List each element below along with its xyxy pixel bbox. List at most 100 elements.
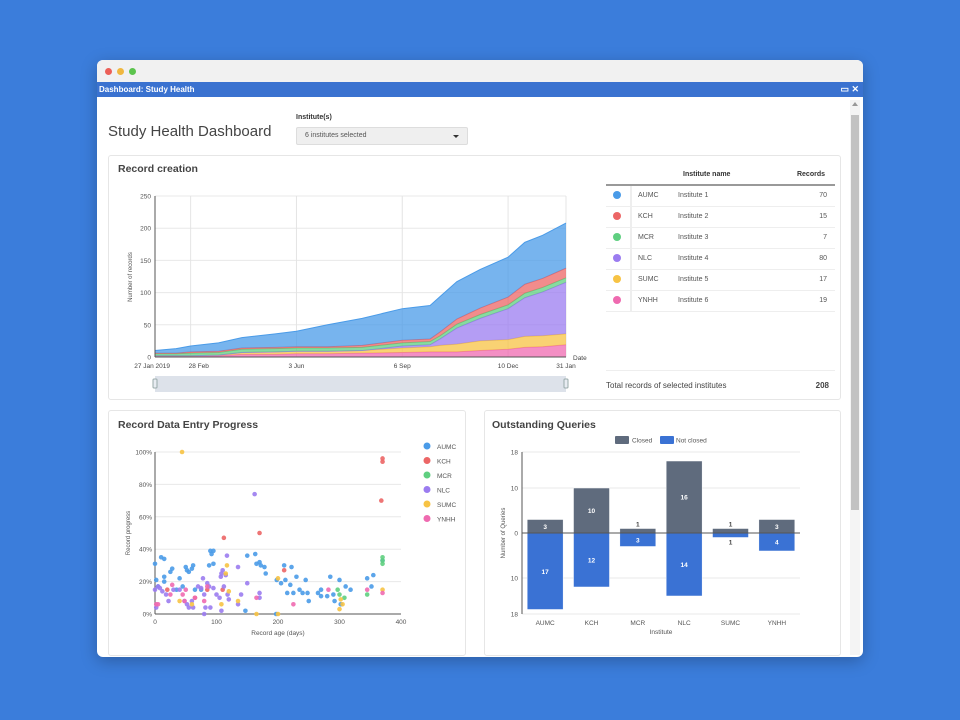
institute-select[interactable]: 6 institutes selected — [296, 127, 468, 145]
bar-not-closed — [712, 532, 749, 538]
data-point-aumc — [263, 571, 269, 576]
legend-marker — [423, 500, 431, 508]
x-tick-label: 0 — [153, 619, 157, 626]
data-point-nlc — [200, 576, 206, 581]
maximize-icon[interactable]: ▭ — [840, 84, 849, 94]
page-title: Study Health Dashboard — [108, 123, 272, 140]
data-point-mcr — [342, 595, 347, 601]
data-point-aumc — [284, 590, 290, 596]
data-point-aumc — [244, 553, 250, 558]
table-row[interactable]: NLC Institute 4 80 — [606, 249, 835, 270]
data-point-nlc — [186, 605, 192, 610]
header-institute-name: Institute name — [683, 171, 731, 178]
bar-label: 16 — [681, 495, 689, 502]
institute-code: MCR — [638, 234, 654, 241]
data-point-aumc — [192, 587, 198, 592]
data-point-aumc — [364, 576, 370, 581]
x-tick-label: NLC — [678, 620, 691, 627]
data-point-sumc — [223, 571, 229, 576]
institute-name: Institute 4 — [678, 255, 709, 262]
x-tick-label: 28 Feb — [189, 363, 210, 370]
zoom-window-button[interactable] — [129, 68, 136, 75]
close-icon[interactable]: ✕ — [851, 84, 859, 94]
data-point-aumc — [152, 561, 158, 567]
y-tick-label: 40% — [139, 547, 152, 554]
data-point-sumc — [380, 587, 385, 592]
x-tick-label: SUMC — [721, 620, 740, 627]
x-tick-label: 300 — [334, 619, 345, 626]
bar-label: 12 — [588, 558, 596, 565]
y-tick-label: 0 — [514, 531, 518, 538]
y-tick-label: 18 — [511, 450, 519, 457]
date-range-slider[interactable] — [155, 376, 566, 392]
minimize-window-button[interactable] — [117, 68, 124, 75]
bar-label: 14 — [681, 562, 689, 569]
data-point-aumc — [337, 577, 342, 583]
vertical-scrollbar[interactable] — [850, 100, 860, 655]
data-point-kch — [281, 567, 287, 573]
x-tick-label: 3 Jun — [289, 363, 305, 370]
data-point-nlc — [226, 597, 232, 602]
queries-title: Outstanding Queries — [492, 419, 596, 431]
bar-closed — [619, 528, 657, 534]
legend-label: AUMC — [437, 444, 456, 451]
queries-bar-chart: 18 10 0 10 18 3 17 AUMC 10 12 KCH 1 3 MCR 16 14 NLC 1 1 SUM… — [501, 436, 800, 636]
data-point-aumc — [294, 574, 299, 580]
bar-not-closed — [526, 532, 564, 610]
table-header: Institute name Records — [606, 165, 835, 186]
data-point-aumc — [324, 593, 330, 599]
record-creation-chart: 0 50 100 150 200 250 27 Jan 2019 28 Feb 3 Jun 6 S… — [128, 194, 587, 392]
y-axis-label: Number of records — [128, 252, 134, 302]
legend-dot-icon — [613, 212, 621, 220]
scroll-thumb[interactable] — [851, 115, 859, 510]
y-tick-label: 100% — [135, 450, 152, 457]
data-point-mcr — [335, 587, 340, 592]
scroll-up-icon[interactable] — [852, 102, 858, 106]
slider-handle[interactable] — [563, 378, 569, 389]
data-point-aumc — [300, 590, 305, 596]
bar-label: 1 — [729, 522, 733, 529]
slider-handle[interactable] — [152, 378, 158, 389]
data-point-nlc — [157, 585, 163, 591]
table-row[interactable]: AUMC Institute 1 70 — [606, 186, 835, 207]
data-point-nlc — [152, 587, 158, 592]
data-point-ynhh — [364, 587, 370, 592]
close-window-button[interactable] — [105, 68, 112, 75]
legend-marker — [423, 442, 431, 450]
data-point-kch — [257, 530, 262, 536]
record-count: 7 — [823, 234, 827, 241]
legend-label: Closed — [632, 438, 653, 445]
data-point-aumc — [243, 608, 248, 614]
data-point-aumc — [348, 587, 353, 592]
data-point-sumc — [337, 606, 342, 612]
y-axis-label: Record progress — [126, 511, 132, 555]
data-point-aumc — [211, 561, 216, 567]
table-row[interactable]: KCH Institute 2 15 — [606, 207, 835, 228]
table-row[interactable]: MCR Institute 3 7 — [606, 228, 835, 249]
y-tick-label: 0% — [143, 612, 153, 619]
x-tick-label: 400 — [396, 619, 407, 626]
data-point-ynhh — [180, 592, 185, 597]
x-tick-label: 31 Jan — [556, 363, 576, 370]
data-point-sumc — [224, 563, 230, 568]
institute-table: Institute name Records AUMC Institute 1 … — [606, 165, 835, 312]
data-point-ynhh — [155, 601, 161, 607]
data-point-sumc — [177, 598, 182, 604]
window-chrome — [97, 60, 863, 82]
data-point-kch — [380, 456, 385, 461]
data-point-nlc — [238, 592, 244, 597]
data-point-aumc — [283, 577, 288, 583]
data-point-mcr — [337, 592, 342, 597]
data-point-aumc — [186, 569, 192, 575]
record-count: 19 — [819, 297, 827, 304]
data-point-aumc — [297, 587, 302, 592]
table-row[interactable]: YNHH Institute 6 19 — [606, 291, 835, 312]
table-row[interactable]: SUMC Institute 5 17 — [606, 270, 835, 291]
legend-label: YNHH — [437, 517, 456, 524]
legend-label: KCH — [437, 459, 451, 466]
data-point-aumc — [211, 548, 216, 554]
institute-name: Institute 1 — [678, 192, 709, 199]
column-divider — [630, 207, 632, 228]
title-bar: Dashboard: Study Health ▭ ✕ — [97, 82, 863, 97]
x-tick-label: KCH — [585, 620, 599, 627]
